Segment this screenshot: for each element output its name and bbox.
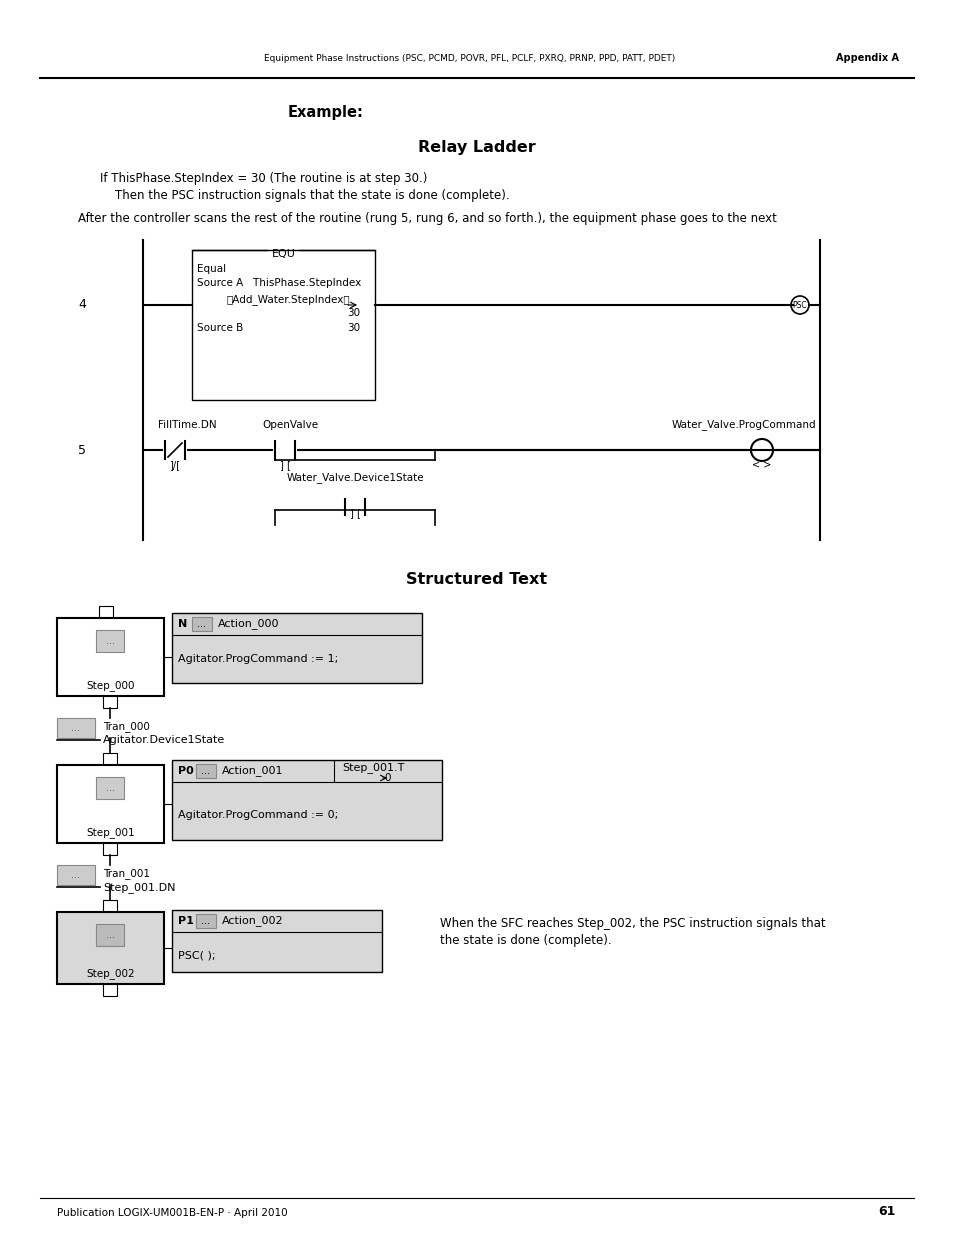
Text: Step_001: Step_001 [86, 827, 134, 839]
Text: Tran_001: Tran_001 [103, 868, 150, 879]
Text: After the controller scans the rest of the routine (rung 5, rung 6, and so forth: After the controller scans the rest of t… [78, 212, 776, 225]
Text: 0: 0 [384, 773, 390, 783]
Text: the state is done (complete).: the state is done (complete). [439, 934, 611, 947]
Bar [99, 606, 112, 618]
Bar [57, 764, 164, 844]
Text: ...: ... [106, 783, 115, 793]
Text: Equipment Phase Instructions (PSC, PCMD, POVR, PFL, PCLF, PXRQ, PRNP, PPD, PATT,: Equipment Phase Instructions (PSC, PCMD,… [264, 54, 675, 63]
Text: PSC( );: PSC( ); [178, 951, 215, 961]
Text: Action_002: Action_002 [222, 915, 283, 926]
Text: If ThisPhase.StepIndex = 30 (The routine is at step 30.): If ThisPhase.StepIndex = 30 (The routine… [100, 172, 427, 185]
Text: Tran_000: Tran_000 [103, 721, 150, 732]
Text: Appendix A: Appendix A [835, 53, 898, 63]
Text: 〈Add_Water.StepIndex〉: 〈Add_Water.StepIndex〉 [227, 294, 351, 305]
Text: Action_001: Action_001 [222, 766, 283, 777]
Text: EQU: EQU [272, 249, 295, 259]
Text: N: N [178, 619, 187, 629]
Text: ...: ... [201, 916, 211, 926]
Text: Source B: Source B [196, 324, 243, 333]
Text: Step_001.T: Step_001.T [341, 762, 404, 773]
Text: Relay Ladder: Relay Ladder [417, 140, 536, 156]
Text: ...: ... [201, 766, 211, 776]
Text: PSC: PSC [792, 300, 806, 310]
Text: Equal: Equal [196, 264, 226, 274]
Bar [192, 618, 212, 631]
Text: ...: ... [106, 930, 115, 940]
Text: P1: P1 [178, 916, 193, 926]
Bar [96, 777, 125, 799]
Text: 30: 30 [347, 308, 359, 317]
Bar [96, 630, 125, 652]
Bar [195, 764, 215, 778]
Text: Then the PSC instruction signals that the state is done (complete).: Then the PSC instruction signals that th… [115, 189, 509, 203]
Text: Water_Valve.Device1State: Water_Valve.Device1State [286, 473, 423, 483]
Text: Structured Text: Structured Text [406, 572, 547, 587]
Text: ...: ... [71, 722, 80, 734]
Bar [103, 753, 117, 764]
Bar [172, 613, 421, 683]
Text: Agitator.Device1State: Agitator.Device1State [103, 735, 225, 745]
Bar [57, 911, 164, 984]
Text: P0: P0 [178, 766, 193, 776]
Text: Step_001.DN: Step_001.DN [103, 882, 175, 893]
Text: 4: 4 [78, 299, 86, 311]
Bar [195, 914, 215, 927]
Text: Agitator.ProgCommand := 0;: Agitator.ProgCommand := 0; [178, 810, 338, 820]
Bar [103, 697, 117, 708]
Text: ] [: ] [ [349, 508, 360, 517]
Text: 30: 30 [347, 324, 359, 333]
Bar [172, 760, 441, 840]
Text: ]/[: ]/[ [170, 459, 180, 471]
Bar [103, 984, 117, 995]
Text: Example:: Example: [288, 105, 363, 120]
Bar [57, 718, 95, 739]
Text: 61: 61 [878, 1205, 895, 1218]
Bar [192, 249, 375, 400]
Text: ] [: ] [ [279, 459, 290, 471]
Bar [57, 864, 95, 885]
Text: ...: ... [106, 636, 115, 646]
Bar [103, 900, 117, 911]
Text: ...: ... [71, 869, 80, 881]
Text: Water_Valve.ProgCommand: Water_Valve.ProgCommand [671, 419, 816, 430]
Text: Agitator.ProgCommand := 1;: Agitator.ProgCommand := 1; [178, 655, 338, 664]
Text: < >: < > [752, 459, 771, 471]
Bar [103, 844, 117, 855]
Text: Step_002: Step_002 [86, 968, 134, 979]
Text: 5: 5 [78, 443, 86, 457]
Text: OpenValve: OpenValve [262, 420, 317, 430]
Bar [96, 924, 125, 946]
Bar [57, 618, 164, 697]
Text: ...: ... [197, 619, 206, 629]
Text: Publication LOGIX-UM001B-EN-P · April 2010: Publication LOGIX-UM001B-EN-P · April 20… [57, 1208, 287, 1218]
Text: Action_000: Action_000 [218, 619, 279, 630]
Text: When the SFC reaches Step_002, the PSC instruction signals that: When the SFC reaches Step_002, the PSC i… [439, 918, 824, 930]
Text: FillTime.DN: FillTime.DN [158, 420, 216, 430]
Text: Step_000: Step_000 [86, 680, 134, 692]
Text: Source A   ThisPhase.StepIndex: Source A ThisPhase.StepIndex [196, 278, 361, 288]
Bar [172, 910, 381, 972]
